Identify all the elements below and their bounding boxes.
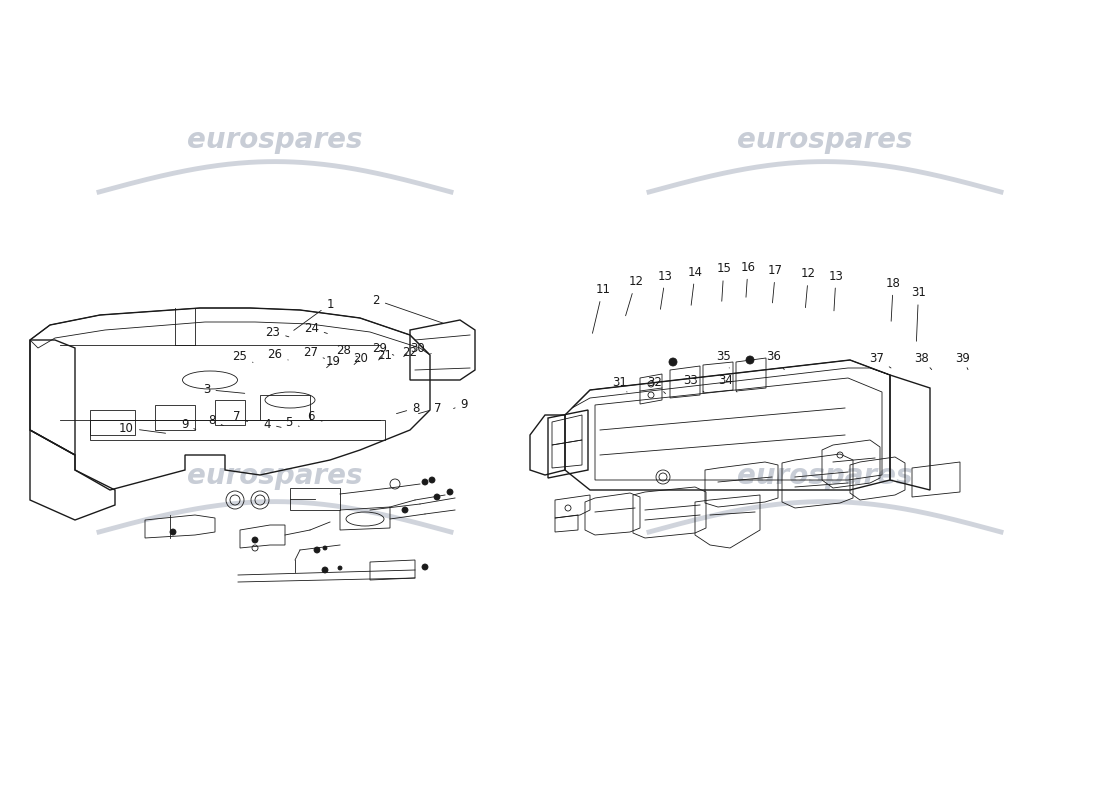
- Circle shape: [314, 547, 320, 553]
- Text: 33: 33: [683, 374, 704, 392]
- Text: 39: 39: [955, 352, 970, 370]
- Text: 15: 15: [716, 262, 732, 302]
- Text: 31: 31: [911, 286, 926, 342]
- Text: 37: 37: [869, 352, 891, 368]
- Text: 12: 12: [626, 275, 644, 316]
- Text: 24: 24: [304, 322, 328, 334]
- Text: 2: 2: [373, 294, 443, 323]
- Circle shape: [669, 358, 676, 366]
- Text: 30: 30: [410, 342, 431, 354]
- Circle shape: [323, 546, 327, 550]
- Text: 25: 25: [232, 350, 253, 362]
- Text: 13: 13: [658, 270, 673, 310]
- Text: eurospares: eurospares: [187, 462, 363, 490]
- Text: eurospares: eurospares: [737, 126, 913, 154]
- Text: 18: 18: [886, 277, 901, 322]
- Text: 7: 7: [233, 410, 248, 422]
- Text: 3: 3: [204, 383, 244, 396]
- Text: 23: 23: [265, 326, 289, 338]
- Text: 13: 13: [828, 270, 844, 311]
- Text: 7: 7: [418, 402, 441, 414]
- Circle shape: [252, 537, 258, 543]
- Circle shape: [322, 567, 328, 573]
- Text: eurospares: eurospares: [737, 462, 913, 490]
- Text: 8: 8: [209, 414, 223, 426]
- Text: 1: 1: [294, 298, 333, 330]
- Circle shape: [429, 477, 434, 483]
- Text: 21: 21: [377, 349, 393, 362]
- Text: 12: 12: [801, 267, 816, 308]
- Text: 6: 6: [308, 410, 322, 422]
- Text: 29: 29: [372, 342, 394, 355]
- Text: 22: 22: [402, 346, 417, 358]
- Circle shape: [422, 479, 428, 485]
- Text: 17: 17: [768, 264, 783, 303]
- Text: 14: 14: [688, 266, 703, 306]
- Circle shape: [434, 494, 440, 500]
- Text: 10: 10: [119, 422, 165, 434]
- Text: 20: 20: [353, 352, 369, 365]
- Circle shape: [447, 489, 453, 495]
- Text: eurospares: eurospares: [187, 126, 363, 154]
- Text: 35: 35: [716, 350, 732, 368]
- Text: 36: 36: [766, 350, 784, 370]
- Circle shape: [170, 529, 176, 535]
- Text: 16: 16: [740, 261, 756, 298]
- Text: 11: 11: [593, 283, 611, 334]
- Text: 26: 26: [267, 348, 288, 361]
- Circle shape: [746, 356, 754, 364]
- Circle shape: [422, 564, 428, 570]
- Text: 34: 34: [718, 374, 737, 392]
- Text: 5: 5: [286, 416, 299, 429]
- Text: 9: 9: [182, 418, 196, 430]
- Text: 8: 8: [396, 402, 419, 414]
- Text: 32: 32: [647, 376, 666, 394]
- Text: 28: 28: [336, 344, 358, 357]
- Text: 31: 31: [612, 376, 627, 392]
- Text: 38: 38: [914, 352, 932, 370]
- Text: 9: 9: [453, 398, 468, 410]
- Text: 19: 19: [326, 355, 341, 368]
- Text: 27: 27: [302, 346, 324, 359]
- Circle shape: [338, 566, 342, 570]
- Text: 4: 4: [264, 418, 282, 430]
- Circle shape: [402, 507, 408, 513]
